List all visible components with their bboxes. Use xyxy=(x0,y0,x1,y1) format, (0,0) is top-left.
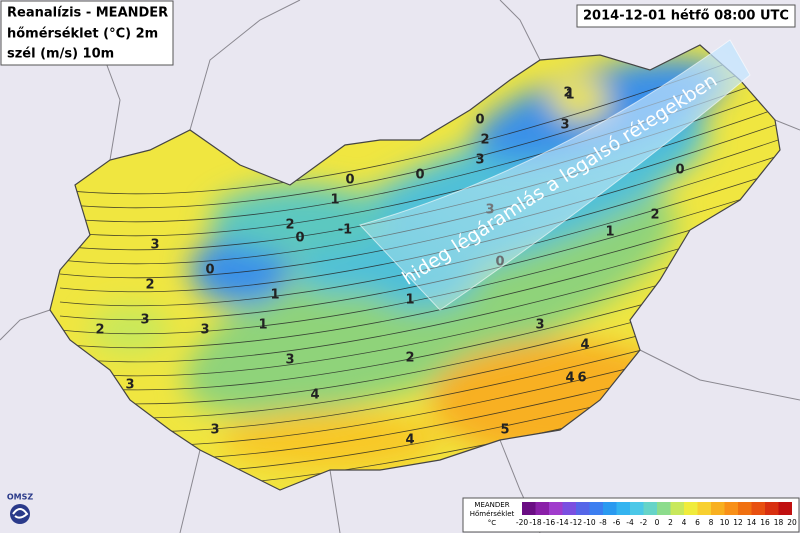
country-border xyxy=(49,44,781,491)
legend-swatch xyxy=(724,502,738,515)
legend-tick: 18 xyxy=(774,518,784,527)
legend-tick: -12 xyxy=(570,518,582,527)
legend-swatch xyxy=(603,502,617,515)
legend-swatch xyxy=(630,502,644,515)
legend-tick: 20 xyxy=(787,518,797,527)
legend-swatch xyxy=(670,502,684,515)
legend-tick: -6 xyxy=(613,518,621,527)
flow-arrow xyxy=(359,39,751,311)
contour-label: 3 xyxy=(125,378,134,393)
contour-label: 1 xyxy=(258,318,267,333)
legend-swatch xyxy=(522,502,536,515)
legend-swatch xyxy=(535,502,549,515)
legend-tick: 6 xyxy=(695,518,700,527)
contour-label: 4 xyxy=(580,338,589,353)
contour-label: 2 xyxy=(650,208,659,223)
logo-text: OMSZ xyxy=(7,493,34,502)
legend-swatch xyxy=(765,502,779,515)
contour-label: 4 xyxy=(405,433,414,448)
legend-swatch xyxy=(643,502,657,515)
contour-label: 3 xyxy=(535,318,544,333)
legend-title: Hőmérséklet xyxy=(470,509,515,518)
contour-label: 0 xyxy=(295,231,304,246)
legend-tick: -16 xyxy=(543,518,555,527)
streamline xyxy=(59,183,780,321)
contour-label: 3 xyxy=(560,118,569,133)
contour-label: 1 xyxy=(405,293,414,308)
legend-tick: -8 xyxy=(599,518,607,527)
contour-label: 2 xyxy=(95,323,104,338)
legend-swatch xyxy=(589,502,603,515)
legend-tick: 0 xyxy=(655,518,660,527)
contour-label: 0 xyxy=(345,173,354,188)
contour-label: 3 xyxy=(285,353,294,368)
legend-tick: 14 xyxy=(747,518,757,527)
contour-label: 0 xyxy=(415,168,424,183)
legend-tick: -4 xyxy=(626,518,634,527)
contour-label: 4 xyxy=(310,388,319,403)
contour-label: 3 xyxy=(200,323,209,338)
legend-tick: 10 xyxy=(720,518,730,527)
legend: MEANDER Hőmérséklet °C -20 -18 -16 -14 -12 -1… xyxy=(462,497,800,533)
legend-swatch xyxy=(549,502,563,515)
legend-tick: 12 xyxy=(733,518,743,527)
legend-swatch xyxy=(738,502,752,515)
legend-swatch xyxy=(616,502,630,515)
contour-label: 0 xyxy=(475,113,484,128)
contour-label: 3 xyxy=(210,423,219,438)
legend-tick: 2 xyxy=(668,518,673,527)
legend-tick: -18 xyxy=(529,518,541,527)
contour-label: 1 xyxy=(270,288,279,303)
contour-label: 1 xyxy=(565,88,574,103)
legend-title: MEANDER xyxy=(474,501,509,509)
contour-label: 2 xyxy=(480,133,489,148)
header-line: szél (m/s) 10m xyxy=(7,47,114,62)
timestamp-box: 2014-12-01 hétfő 08:00 UTC xyxy=(576,4,796,28)
streamline xyxy=(59,167,780,307)
contour-label: 2 xyxy=(563,86,572,101)
legend-tick: -14 xyxy=(556,518,568,527)
timestamp: 2014-12-01 hétfő 08:00 UTC xyxy=(583,9,789,24)
logo: OMSZ xyxy=(7,493,34,524)
legend-tick: 16 xyxy=(760,518,770,527)
legend-tick: -2 xyxy=(640,518,648,527)
header-line: hőmérséklet (°C) 2m xyxy=(7,27,158,42)
contour-label: -1 xyxy=(338,223,352,238)
legend-swatch xyxy=(562,502,576,515)
legend-tick: 8 xyxy=(709,518,714,527)
contour-label: 2 xyxy=(405,351,414,366)
contour-label: 6 xyxy=(577,371,586,386)
legend-swatch xyxy=(684,502,698,515)
streamline xyxy=(59,199,780,335)
legend-swatch xyxy=(697,502,711,515)
contour-label: 3 xyxy=(140,313,149,328)
contour-label: 0 xyxy=(675,163,684,178)
contour-label: 3 xyxy=(475,153,484,168)
header-line: Reanalízis - MEANDER xyxy=(7,6,168,21)
legend-swatch xyxy=(751,502,765,515)
streamline xyxy=(59,215,780,349)
legend-swatch xyxy=(576,502,590,515)
contour-label: 5 xyxy=(500,423,509,438)
contour-label: 4 xyxy=(565,371,574,386)
header-box: Reanalízis - MEANDER hőmérséklet (°C) 2m… xyxy=(0,0,174,66)
streamline xyxy=(59,151,780,293)
contour-label: 1 xyxy=(605,225,614,240)
legend-tick: 4 xyxy=(682,518,687,527)
contour-label: 3 xyxy=(150,238,159,253)
contour-label: 1 xyxy=(330,193,339,208)
legend-tick: -10 xyxy=(583,518,595,527)
legend-swatch xyxy=(657,502,671,515)
contour-label: 2 xyxy=(285,218,294,233)
legend-title: °C xyxy=(488,519,497,527)
legend-tick: -20 xyxy=(516,518,528,527)
legend-swatch xyxy=(711,502,725,515)
contour-label: 0 xyxy=(205,263,214,278)
contour-label: 2 xyxy=(145,278,154,293)
legend-swatch xyxy=(778,502,792,515)
